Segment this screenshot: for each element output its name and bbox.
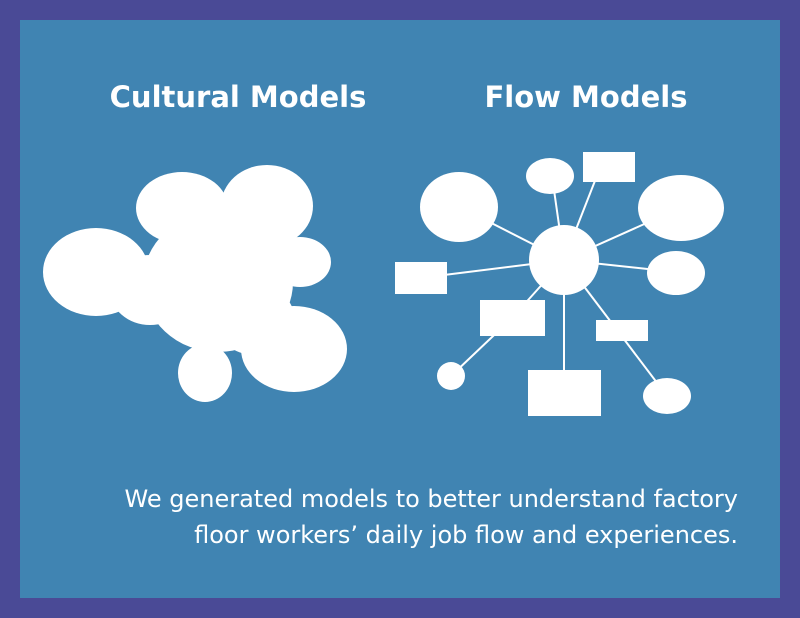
cultural-bubble-right bbox=[269, 237, 331, 287]
flow-model-diagram bbox=[395, 152, 724, 416]
caption-line-1: We generated models to better understand… bbox=[124, 485, 738, 513]
flow-node-right-ellipse bbox=[638, 175, 724, 241]
caption-line-2: floor workers’ daily job flow and experi… bbox=[194, 521, 738, 549]
flow-node-bottom-rect bbox=[528, 370, 601, 416]
models-illustration bbox=[43, 152, 724, 416]
cultural-model-diagram bbox=[43, 165, 347, 402]
flow-node-top-ellipse bbox=[526, 158, 574, 194]
flow-node-mid-rect bbox=[480, 300, 545, 336]
flow-node-top-rect bbox=[583, 152, 635, 182]
cultural-models-title: Cultural Models bbox=[109, 80, 367, 114]
cultural-bubble-top-left bbox=[136, 172, 228, 244]
flow-node-left-ellipse bbox=[420, 172, 498, 242]
caption-text: We generated models to better understand… bbox=[118, 481, 738, 553]
cultural-bubble-filler-1 bbox=[110, 255, 190, 325]
flow-nodes bbox=[395, 152, 724, 416]
flow-node-bottom-right-ellipse bbox=[643, 378, 691, 414]
flow-node-right-small-ellipse bbox=[647, 251, 705, 295]
flow-node-small-rect bbox=[596, 320, 648, 341]
cultural-bubble-top-right bbox=[221, 165, 313, 247]
flow-hub-node bbox=[529, 225, 599, 295]
flow-models-title: Flow Models bbox=[484, 80, 688, 114]
flow-node-left-rect bbox=[395, 262, 447, 294]
cultural-bubble-filler-2 bbox=[215, 285, 295, 355]
cultural-bubble-bottom bbox=[178, 344, 232, 402]
flow-node-bottom-left-circle bbox=[437, 362, 465, 390]
